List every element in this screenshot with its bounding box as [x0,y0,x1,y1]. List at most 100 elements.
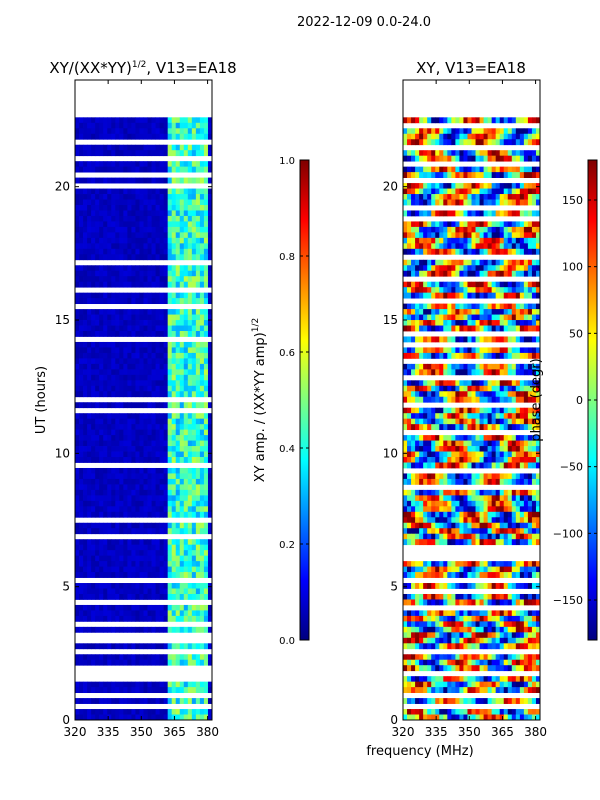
heatmap-cell [483,320,489,326]
heatmap-cell [527,396,533,403]
heatmap-cell [427,265,432,272]
heatmap-cell [103,550,108,557]
heatmap-cell [495,407,501,414]
heatmap-cell [455,117,460,124]
heatmap-cell [95,150,100,157]
heatmap-cell [123,429,128,436]
heatmap-cell [95,314,100,321]
heatmap-cell [147,265,152,272]
heatmap-cell [167,583,173,589]
heatmap-cell [83,687,88,694]
heatmap-cell [147,385,152,392]
heatmap-cell [195,583,201,589]
heatmap-cell [123,659,128,666]
heatmap-cell [403,533,408,540]
heatmap-cell [535,281,540,288]
heatmap-cell [423,511,428,518]
heatmap-cell [511,314,517,321]
heatmap-cell [439,166,444,173]
heatmap-cell [131,270,136,277]
heatmap-cell [123,314,128,321]
heatmap-cell [75,341,80,348]
heatmap-cell [115,583,120,589]
heatmap-cell [167,232,173,239]
heatmap-cell [183,500,189,507]
heatmap-cell [107,572,112,578]
heatmap-cell [423,347,428,354]
heatmap-cell [99,402,104,409]
heatmap-cell [423,539,428,546]
heatmap-cell [427,369,432,376]
heatmap-cell [155,298,161,305]
heatmap-cell [419,517,424,524]
heatmap-cell [503,128,509,135]
heatmap-cell [523,363,529,370]
heatmap-cell [75,457,80,463]
heatmap-cell [207,643,212,650]
heatmap-cell [79,550,84,557]
heatmap-cell [203,402,209,409]
heatmap-cell [407,309,412,315]
heatmap-cell [167,522,173,529]
heatmap-cell [475,407,480,414]
heatmap-cell [171,424,177,431]
heatmap-cell [187,232,193,239]
heatmap-cell [487,139,493,146]
heatmap-cell [123,161,128,168]
heatmap-cell [427,522,432,529]
heatmap-cell [455,248,460,255]
heatmap-cell [535,270,540,277]
heatmap-cell [451,385,456,392]
heatmap-cell [139,681,144,688]
heatmap-cell [83,363,88,370]
heatmap-cell [487,232,493,239]
heatmap-cell [139,615,144,622]
heatmap-cell [127,243,132,250]
heatmap-cell [475,446,480,452]
heatmap-cell [99,566,104,573]
heatmap-cell [463,259,468,266]
heatmap-cell [507,424,513,431]
heatmap-cell [179,281,185,288]
heatmap-cell [183,243,189,250]
heatmap-cell [147,237,152,244]
heatmap-cell [203,243,209,250]
heatmap-cell [435,407,440,414]
heatmap-cell [199,604,205,611]
heatmap-cell [79,489,84,496]
heatmap-cell [191,495,197,502]
heatmap-cell [87,215,92,222]
heatmap-cell [99,320,104,326]
heatmap-cell [207,194,212,200]
heatmap-cell [75,248,80,255]
heatmap-cell [191,709,197,715]
heatmap-cell [451,435,456,441]
heatmap-cell [151,615,156,622]
heatmap-cell [119,204,124,211]
heatmap-cell [471,522,476,529]
heatmap-cell [143,440,148,447]
heatmap-cell [411,150,416,157]
heatmap-cell [191,643,197,650]
heatmap-cell [511,446,517,452]
heatmap-cell [451,199,456,206]
heatmap-cell [203,380,209,387]
heatmap-cell [139,232,144,239]
heatmap-cell [135,615,140,622]
heatmap-cell [143,166,148,173]
heatmap-cell [523,511,529,518]
heatmap-cell [191,402,197,409]
heatmap-cell [427,478,432,485]
heatmap-cell [495,292,501,299]
heatmap-cell [127,298,132,305]
heatmap-cell [443,396,448,403]
heatmap-cell [87,714,92,720]
heatmap-cell [111,385,116,392]
heatmap-cell [107,550,112,557]
heatmap-cell [103,709,108,715]
heatmap-cell [151,588,156,595]
heatmap-cell [439,128,444,135]
heatmap-cell [207,539,212,546]
heatmap-cell [83,681,88,688]
heatmap-cell [163,561,169,567]
